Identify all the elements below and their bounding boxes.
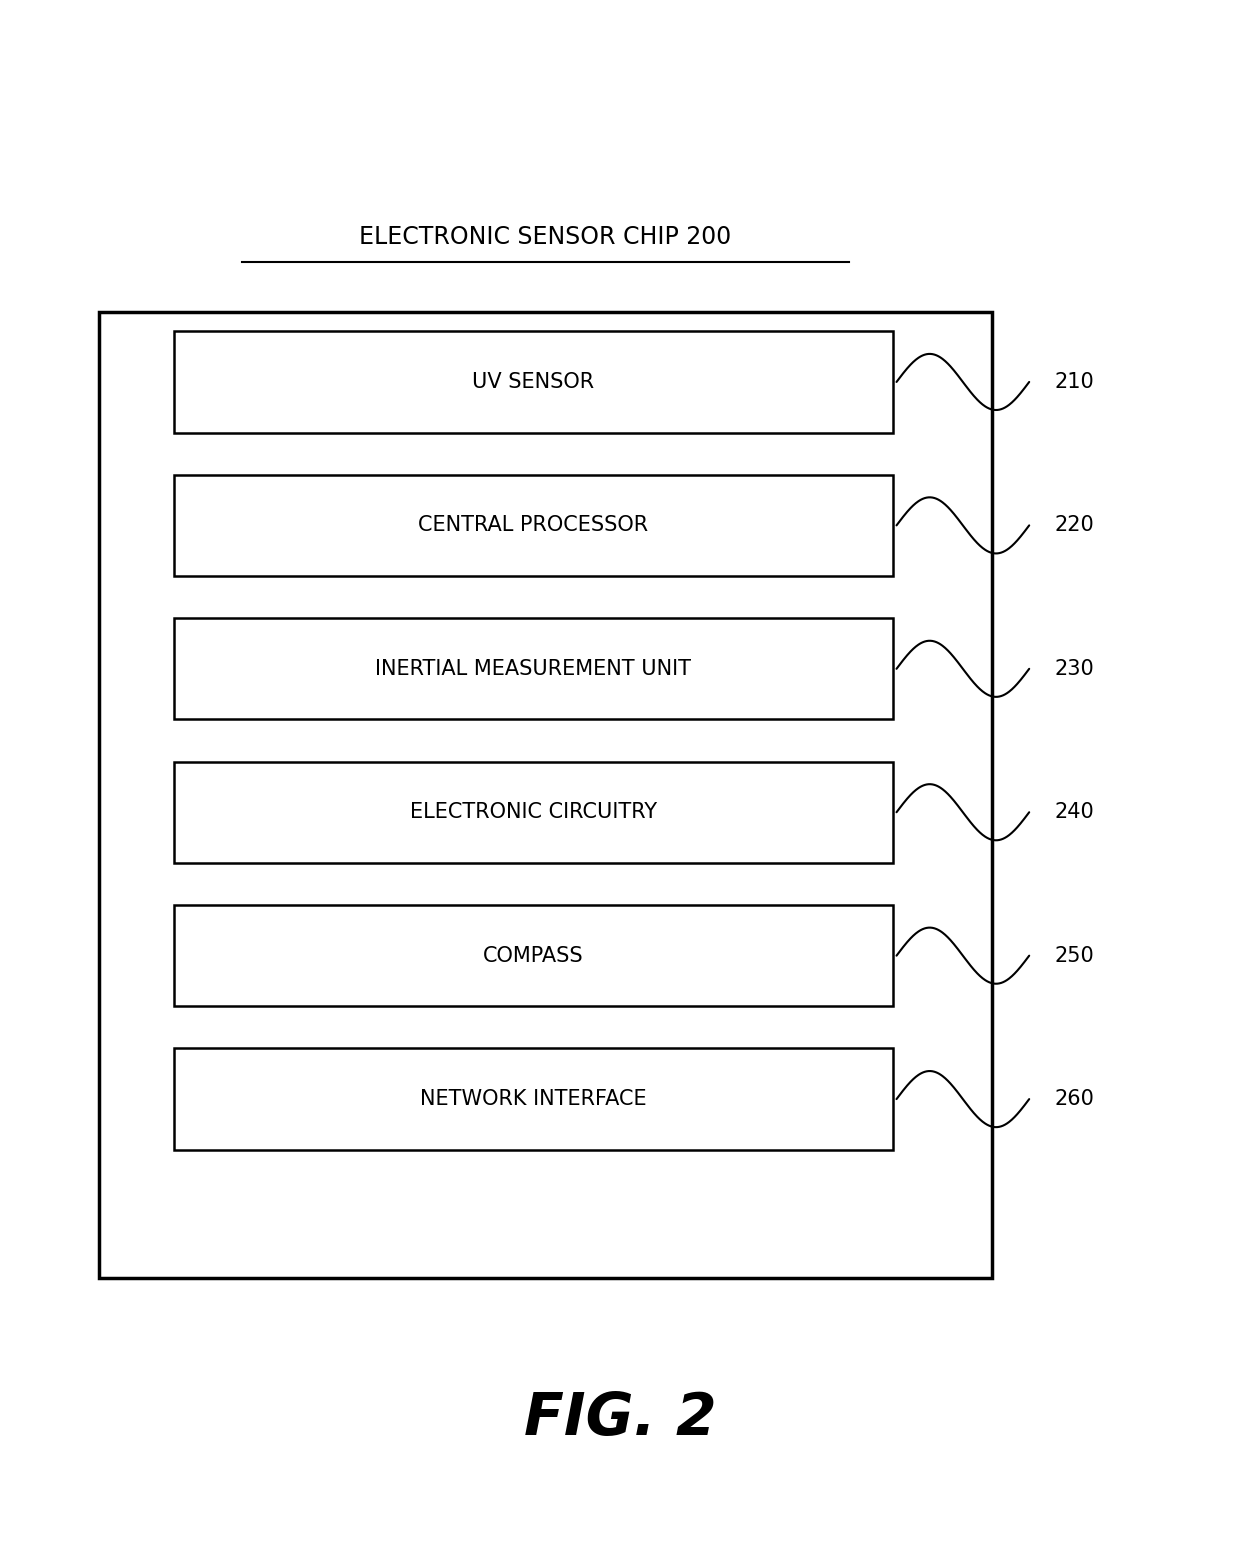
Text: ELECTRONIC SENSOR CHIP 200: ELECTRONIC SENSOR CHIP 200 — [360, 226, 732, 249]
FancyBboxPatch shape — [174, 475, 893, 577]
FancyBboxPatch shape — [174, 761, 893, 864]
Text: UV SENSOR: UV SENSOR — [472, 373, 594, 391]
FancyBboxPatch shape — [174, 619, 893, 720]
Text: 220: 220 — [1054, 516, 1094, 535]
Text: 240: 240 — [1054, 803, 1094, 822]
Text: FIG. 2: FIG. 2 — [523, 1391, 717, 1447]
Text: 210: 210 — [1054, 373, 1094, 391]
FancyBboxPatch shape — [174, 1048, 893, 1149]
FancyBboxPatch shape — [99, 312, 992, 1278]
Text: 250: 250 — [1054, 946, 1094, 965]
Text: 260: 260 — [1054, 1090, 1094, 1108]
FancyBboxPatch shape — [174, 332, 893, 432]
Text: ELECTRONIC CIRCUITRY: ELECTRONIC CIRCUITRY — [409, 803, 657, 822]
Text: COMPASS: COMPASS — [482, 946, 584, 965]
FancyBboxPatch shape — [174, 904, 893, 1007]
Text: NETWORK INTERFACE: NETWORK INTERFACE — [420, 1090, 646, 1108]
Text: INERTIAL MEASUREMENT UNIT: INERTIAL MEASUREMENT UNIT — [376, 659, 691, 678]
Text: CENTRAL PROCESSOR: CENTRAL PROCESSOR — [418, 516, 649, 535]
Text: 230: 230 — [1054, 659, 1094, 678]
